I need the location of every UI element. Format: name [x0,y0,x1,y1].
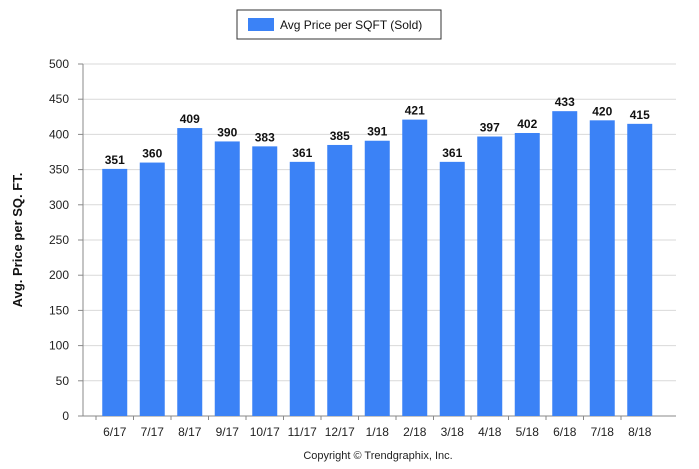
bars [102,111,653,417]
data-label: 409 [180,112,200,126]
bar [102,168,128,416]
y-tick-label: 400 [49,127,69,141]
x-tick-label: 5/18 [516,425,540,439]
y-tick-label: 350 [49,163,69,177]
legend: Avg Price per SQFT (Sold) [236,9,442,40]
x-tick-label: 3/18 [441,425,465,439]
x-tick-label: 7/17 [141,425,165,439]
x-tick-label: 8/17 [178,425,202,439]
x-tick-label: 6/17 [103,425,127,439]
copyright-text: Copyright © Trendgraphix, Inc. [303,450,452,462]
data-label: 415 [630,108,650,122]
data-label: 385 [330,129,350,143]
data-label: 433 [555,95,575,109]
bar [402,119,428,416]
bar [514,132,540,416]
bar [214,141,240,416]
data-label: 421 [405,104,425,118]
y-tick-label: 0 [62,409,69,423]
bar [439,161,465,416]
bar [552,111,578,416]
x-tick-label: 11/17 [288,425,317,439]
legend-label: Avg Price per SQFT (Sold) [280,18,422,32]
bar [327,144,353,416]
x-tick-label: 7/18 [591,425,615,439]
y-axis: 0 50 100 150 200 250 300 350 400 450 500 [49,57,84,423]
y-tick-label: 300 [49,198,69,212]
data-label: 420 [592,104,612,118]
y-tick-label: 250 [49,233,69,247]
data-label: 402 [517,117,537,131]
x-tick-label: 10/17 [250,425,280,439]
bar [139,162,165,416]
data-label: 383 [255,130,275,144]
data-label: 361 [442,146,462,160]
data-label: 397 [480,121,500,135]
data-label: 351 [105,153,125,167]
data-label: 361 [292,146,312,160]
y-tick-label: 150 [49,303,69,317]
bar [589,120,615,416]
data-labels: 351 360 409 390 383 361 385 391 421 361 397 402 433 4… [105,95,650,167]
data-label: 391 [367,125,387,139]
y-tick-label: 200 [49,268,69,282]
y-tick-label: 450 [49,92,69,106]
y-tick-label: 500 [49,57,69,71]
x-tick-label: 12/17 [325,425,355,439]
x-tick-label: 2/18 [403,425,427,439]
x-tick-label: 4/18 [478,425,502,439]
y-tick-label: 100 [49,339,69,353]
data-label: 360 [142,147,162,161]
bar [627,123,653,416]
bar [289,161,315,416]
legend-swatch [248,18,274,31]
x-tick-label: 8/18 [628,425,652,439]
y-tick-label: 50 [56,374,70,388]
data-label: 390 [217,125,237,139]
bar [477,136,503,416]
x-tick-label: 9/17 [216,425,240,439]
x-tick-label: 6/18 [553,425,577,439]
bar [364,140,390,416]
x-axis: 6/17 7/17 8/17 9/17 10/17 11/17 12/17 1/18 2/18 3… [95,416,652,439]
bar [177,128,203,416]
y-axis-title: Avg. Price per SQ. FT. [10,173,25,308]
bar [252,146,278,417]
x-tick-label: 1/18 [366,425,390,439]
